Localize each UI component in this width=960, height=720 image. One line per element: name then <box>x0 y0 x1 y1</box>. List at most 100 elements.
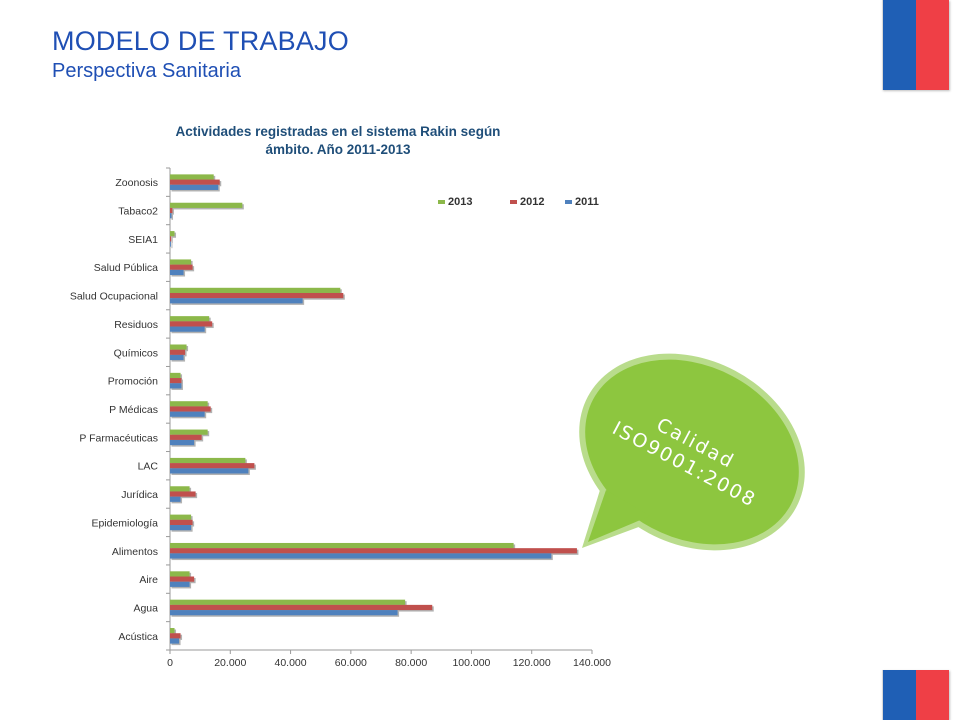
x-tick-label: 140.000 <box>573 657 611 669</box>
bar-p-farmaceuticas-2011 <box>170 439 195 446</box>
flag-blue-stripe <box>883 670 916 720</box>
bar-quimicos-2011 <box>170 354 184 361</box>
bar-quimicos-2013 <box>170 344 187 350</box>
legend-swatch-2011 <box>565 200 572 204</box>
bar-shadow-tabaco2-2011 <box>171 214 174 220</box>
bar-salud-ocupacional-2013 <box>170 287 341 293</box>
category-label-alimentos: Alimentos <box>112 546 158 558</box>
bar-tabaco2-2011 <box>170 213 172 219</box>
category-label-promocion: Promoción <box>108 376 158 388</box>
bar-seia1-2013 <box>170 231 175 237</box>
bar-lac-2013 <box>170 457 246 464</box>
bar-seia1-2011 <box>170 241 171 247</box>
bar-p-medicas-2013 <box>170 401 208 407</box>
bar-tabaco2-2013 <box>170 202 243 208</box>
bar-salud-publica-2013 <box>170 259 192 265</box>
chart-legend: 2013 2012 2011 <box>438 196 599 208</box>
x-tick-label: 60.000 <box>335 657 367 669</box>
bar-lac-2011 <box>170 468 249 474</box>
bar-zoonosis-2011 <box>170 184 219 190</box>
bar-residuos-2013 <box>170 316 210 322</box>
flag-red-stripe <box>916 0 949 90</box>
category-label-salud-ocupacional: Salud Ocupacional <box>70 291 158 303</box>
bar-residuos-2012 <box>170 321 213 327</box>
category-label-quimicos: Químicos <box>114 347 158 359</box>
bar-juridica-2013 <box>170 486 190 492</box>
bar-epidemiologia-2012 <box>170 519 193 526</box>
category-label-salud-publica: Salud Pública <box>94 262 158 274</box>
category-label-juridica: Jurídica <box>121 489 158 501</box>
category-label-residuos: Residuos <box>114 319 158 331</box>
page-title: MODELO DE TRABAJO <box>52 26 349 56</box>
bar-chart: Actividades registradas en el sistema Ra… <box>70 124 611 669</box>
chart-title-line1: Actividades registradas en el sistema Ra… <box>176 124 501 139</box>
bar-juridica-2012 <box>170 491 196 497</box>
bar-acustica-2011 <box>170 638 180 644</box>
bar-acustica-2013 <box>170 628 175 634</box>
legend-label-2012: 2012 <box>520 196 544 208</box>
bar-promocion-2012 <box>170 378 182 384</box>
bar-agua-2013 <box>170 599 406 605</box>
category-label-aire: Aire <box>139 574 158 586</box>
bar-residuos-2011 <box>170 326 205 332</box>
x-tick-label: 0 <box>167 657 173 669</box>
category-label-seia1: SEIA1 <box>128 234 158 246</box>
flag-blue-stripe <box>883 0 916 90</box>
legend-label-2013: 2013 <box>448 196 472 208</box>
bar-promocion-2011 <box>170 383 182 389</box>
bar-alimentos-2013 <box>170 542 514 549</box>
bar-salud-ocupacional-2011 <box>170 298 303 304</box>
bar-shadow-tabaco2-2012 <box>171 209 174 215</box>
bar-salud-ocupacional-2012 <box>170 292 344 299</box>
category-label-acustica: Acústica <box>118 631 158 643</box>
bar-juridica-2011 <box>170 496 181 502</box>
bar-epidemiologia-2011 <box>170 525 192 531</box>
flag-red-stripe <box>916 670 949 720</box>
category-label-epidemiologia: Epidemiología <box>91 517 158 529</box>
chile-flag-logo-top <box>882 0 949 90</box>
x-tick-label: 80.000 <box>395 657 427 669</box>
chart-axes: 0 20.000 40.000 60.000 80.000 100.000 120.000 1… <box>70 167 611 669</box>
bar-aire-2012 <box>170 576 195 582</box>
bar-quimicos-2012 <box>170 349 186 355</box>
bar-alimentos-2011 <box>170 553 552 559</box>
category-label-p-medicas: P Médicas <box>109 404 158 416</box>
bar-lac-2012 <box>170 463 255 469</box>
bar-shadow-seia1-2011 <box>171 242 173 249</box>
legend-swatch-2013 <box>438 200 445 204</box>
bar-p-farmaceuticas-2013 <box>170 429 208 435</box>
bar-aire-2011 <box>170 581 190 587</box>
category-label-tabaco2: Tabaco2 <box>118 206 158 218</box>
x-tick-label: 40.000 <box>275 657 307 669</box>
page-subtitle: Perspectiva Sanitaria <box>52 60 241 82</box>
bar-agua-2011 <box>170 610 398 616</box>
chile-flag-logo-bottom <box>882 670 949 720</box>
bar-alimentos-2012 <box>170 548 577 554</box>
bar-salud-publica-2012 <box>170 264 193 270</box>
x-tick-label: 100.000 <box>452 657 490 669</box>
bar-p-medicas-2011 <box>170 411 205 417</box>
bar-epidemiologia-2013 <box>170 514 192 520</box>
x-tick-label: 120.000 <box>513 657 551 669</box>
category-label-agua: Agua <box>133 602 158 614</box>
legend-swatch-2012 <box>510 200 517 204</box>
category-label-zoonosis: Zoonosis <box>115 177 158 189</box>
chart-bars <box>170 174 579 646</box>
bar-p-farmaceuticas-2012 <box>170 434 202 440</box>
bar-seia1-2012 <box>170 236 172 242</box>
legend-label-2011: 2011 <box>575 196 599 208</box>
bar-salud-publica-2011 <box>170 269 184 276</box>
speech-bubble-shape <box>579 353 805 551</box>
callout-bubble: Calidad ISO9001:2008 <box>570 340 810 570</box>
category-label-lac: LAC <box>138 461 159 473</box>
bar-p-medicas-2012 <box>170 406 211 412</box>
bar-shadow-seia1-2012 <box>171 237 173 243</box>
chart-title-line2: ámbito. Año 2011-2013 <box>265 142 411 157</box>
bar-zoonosis-2013 <box>170 174 214 180</box>
x-tick-label: 20.000 <box>214 657 246 669</box>
bar-zoonosis-2012 <box>170 179 220 185</box>
bar-promocion-2013 <box>170 372 181 379</box>
bar-aire-2013 <box>170 571 190 577</box>
bar-tabaco2-2012 <box>170 207 173 214</box>
bar-agua-2012 <box>170 604 433 611</box>
